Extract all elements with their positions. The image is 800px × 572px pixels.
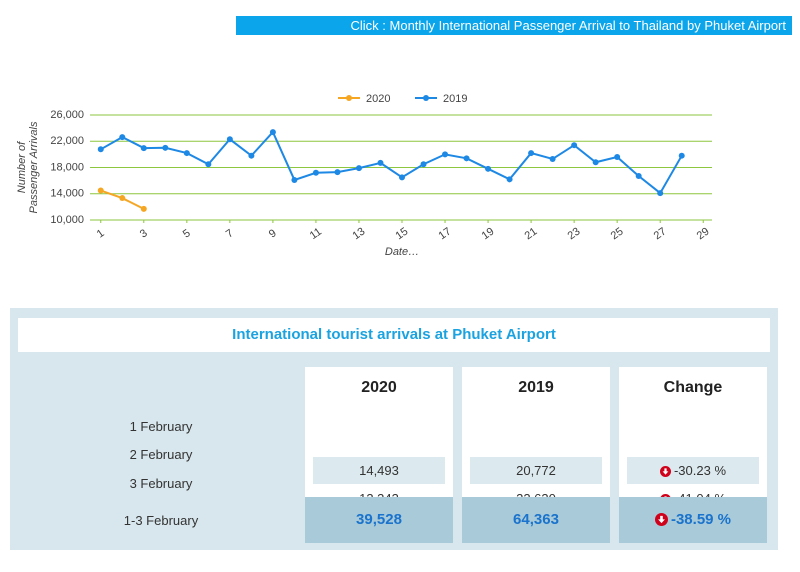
column-card: Change-30.23 %-41.04 %-44.22 %-38.59 % — [619, 367, 767, 543]
data-point — [248, 152, 255, 159]
data-point — [97, 187, 104, 194]
y-tick-label: 22,000 — [50, 135, 84, 147]
x-tick-label: 7 — [224, 227, 236, 240]
x-tick-label: 1 — [95, 227, 107, 240]
table-cell: 14,493 — [313, 457, 445, 484]
total-cell: 64,363 — [462, 497, 610, 543]
y-axis-label-line: Number of — [16, 141, 28, 193]
data-point — [291, 176, 298, 183]
data-point — [377, 159, 384, 166]
legend-label: 2019 — [443, 93, 467, 105]
x-tick-label: 15 — [393, 225, 410, 242]
x-tick-label: 17 — [437, 225, 454, 242]
x-tick-label: 9 — [267, 227, 279, 240]
y-tick-label: 18,000 — [50, 161, 84, 173]
data-point — [226, 136, 233, 143]
total-label: 1-3 February — [123, 513, 199, 528]
summary-panel: International tourist arrivals at Phuket… — [10, 308, 778, 550]
legend-dot — [423, 95, 429, 101]
change-value: -30.23 % — [673, 463, 727, 478]
row-label: 1 February — [129, 419, 193, 434]
change-value: -38.59 % — [670, 511, 732, 528]
data-point — [312, 169, 319, 176]
data-point — [140, 205, 147, 212]
y-axis-label-line: Passenger Arrivals — [28, 121, 40, 213]
y-tick-label: 10,000 — [50, 214, 84, 226]
total-cell: 39,528 — [305, 497, 453, 543]
data-point — [549, 155, 556, 162]
y-tick-label: 14,000 — [50, 188, 84, 200]
data-point — [334, 169, 341, 176]
data-point — [592, 159, 599, 166]
x-tick-label: 21 — [523, 225, 540, 242]
data-point — [355, 165, 362, 172]
x-tick-label: 27 — [652, 225, 669, 242]
data-point — [571, 142, 578, 149]
data-point — [420, 161, 427, 168]
data-point — [162, 144, 169, 151]
series-line — [100, 130, 683, 195]
data-point — [119, 134, 126, 141]
x-axis-label: Date… — [385, 246, 419, 258]
data-point — [442, 151, 449, 158]
down-icon — [659, 466, 671, 477]
row-label: 2 February — [129, 447, 193, 462]
data-point — [183, 150, 190, 157]
x-tick-label: 3 — [138, 227, 150, 240]
data-point — [97, 146, 104, 153]
table-cell: 20,772 — [470, 457, 602, 484]
data-point — [614, 154, 621, 160]
data-point — [506, 176, 513, 183]
x-tick-label: 23 — [566, 225, 583, 242]
data-point — [119, 195, 126, 202]
x-tick-label: 13 — [350, 225, 367, 242]
data-point — [657, 190, 664, 197]
legend-label: 2020 — [366, 93, 390, 105]
data-point — [140, 145, 147, 152]
data-point — [678, 152, 685, 159]
report-link[interactable]: Click : Monthly International Passenger … — [236, 16, 792, 35]
column-header: Change — [663, 379, 723, 396]
x-tick-label: 19 — [480, 225, 497, 242]
down-icon — [654, 513, 668, 526]
x-tick-label: 5 — [181, 227, 193, 240]
x-tick-label: 25 — [609, 225, 626, 242]
total-cell: -38.59 % — [619, 497, 767, 543]
data-point — [485, 165, 492, 172]
y-axis-label: Number ofPassenger Arrivals — [16, 121, 40, 213]
table-title: International tourist arrivals at Phuket… — [18, 318, 770, 352]
legend-dot — [346, 95, 352, 101]
table-cell: -30.23 % — [627, 457, 759, 484]
data-point — [463, 155, 470, 162]
x-tick-label: 29 — [695, 225, 712, 242]
data-point — [205, 161, 212, 168]
x-tick-label: 11 — [308, 226, 324, 242]
column-header: 2019 — [518, 379, 554, 396]
column-header: 2020 — [361, 379, 397, 396]
y-tick-label: 26,000 — [50, 109, 84, 121]
row-label: 3 February — [129, 476, 193, 491]
data-point — [269, 129, 276, 136]
data-point — [635, 173, 642, 180]
data-point — [399, 174, 405, 181]
data-point — [528, 150, 535, 157]
